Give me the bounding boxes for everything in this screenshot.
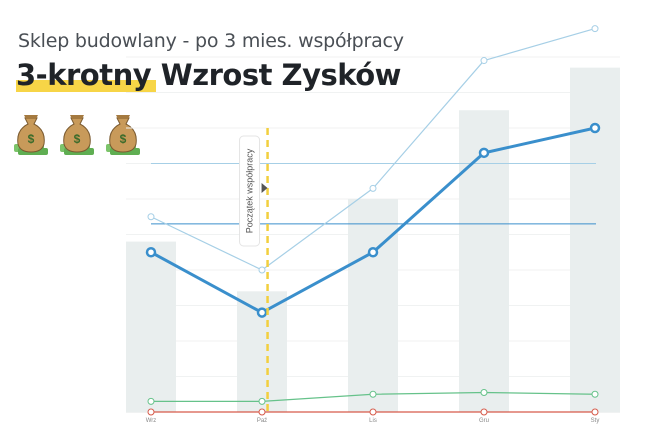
light-line-point [480, 57, 488, 65]
annotation-box [239, 135, 261, 247]
red-line-point [480, 408, 488, 416]
main-line-point [145, 247, 157, 258]
money-bags: $ $ $ [12, 110, 142, 156]
series-lines [145, 25, 601, 416]
main-line-point [589, 122, 601, 134]
light-line-point [258, 266, 266, 274]
money-bag-icon: $ [60, 115, 94, 155]
reference-lines [151, 163, 596, 225]
chart-title: 3-krotny Wzrost Zysków [16, 58, 401, 92]
bar-sty [570, 67, 620, 413]
red-line-point [147, 408, 155, 416]
bar-wrz [126, 241, 176, 412]
svg-text:$: $ [28, 132, 35, 146]
x-tick-wrz: Wrz [146, 418, 157, 424]
title-highlight [16, 80, 156, 92]
annotation-arrow [261, 183, 268, 193]
red-line-point [591, 408, 599, 416]
x-tick-gru: Gru [479, 418, 489, 424]
money-bag-icon: $ [106, 115, 140, 155]
bar-gru [459, 110, 509, 412]
main-line-point [367, 247, 379, 258]
light-line-point [591, 25, 599, 33]
x-tick-paź: Paź [257, 418, 267, 424]
x-tick-labels: Wrz Paź Lis Gru Sty [146, 418, 600, 424]
green-line-point [480, 388, 488, 396]
green-line-point [369, 390, 377, 398]
annotation: Początek współpracy [239, 128, 269, 412]
red-line-point [258, 408, 266, 416]
bar-lis [348, 199, 398, 412]
light-line-point [147, 213, 155, 221]
green-line-point [147, 397, 155, 405]
main-line-point [256, 307, 268, 318]
main-line-point [478, 147, 490, 159]
green-line-point [591, 390, 599, 398]
annotation-label: Początek współpracy [245, 148, 255, 233]
money-bag-icon: $ [14, 115, 48, 155]
x-tick-lis: Lis [369, 418, 377, 424]
bars [126, 67, 620, 413]
x-tick-sty: Sty [591, 418, 600, 424]
chart-title-wrap: 3-krotny Wzrost Zysków [16, 58, 401, 92]
chart-subtitle: Sklep budowlany - po 3 mies. współpracy [18, 30, 404, 52]
green-line-point [258, 397, 266, 405]
svg-text:$: $ [74, 132, 81, 146]
svg-text:$: $ [120, 132, 127, 146]
red-line-point [369, 408, 377, 416]
light-line-point [369, 184, 377, 192]
